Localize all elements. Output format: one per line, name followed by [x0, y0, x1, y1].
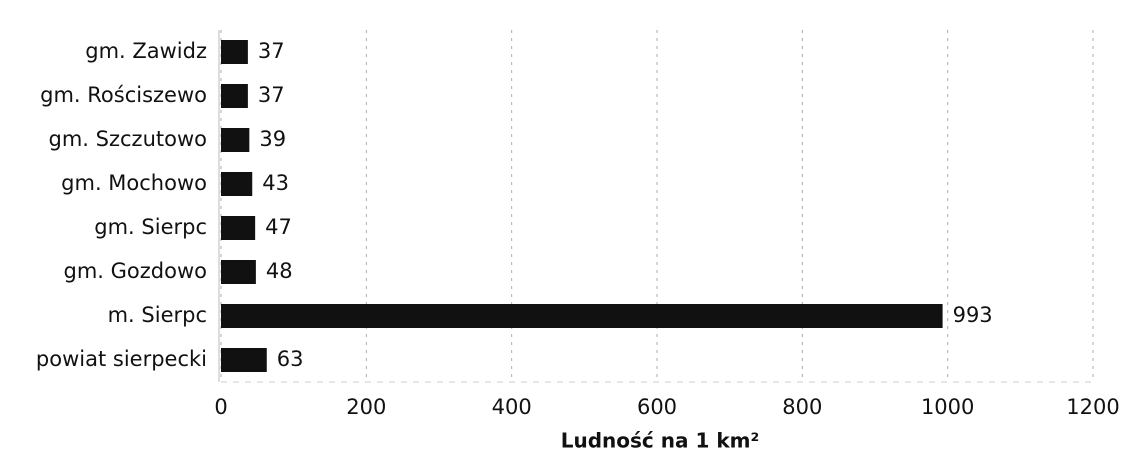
- bar: [221, 172, 253, 196]
- bar: [221, 260, 256, 284]
- data-label: 993: [953, 303, 993, 327]
- bar: [221, 348, 267, 372]
- data-label: 37: [258, 83, 285, 107]
- y-tick-label: m. Sierpc: [108, 303, 207, 327]
- data-label: 47: [265, 215, 292, 239]
- x-tick-label: 1000: [921, 395, 974, 419]
- y-tick-label: powiat sierpecki: [36, 347, 207, 371]
- data-label: 63: [277, 347, 304, 371]
- y-tick-label: gm. Rościszewo: [40, 83, 207, 107]
- data-label: 43: [262, 171, 289, 195]
- y-tick-label: gm. Sierpc: [94, 215, 207, 239]
- bar: [221, 40, 248, 64]
- data-label: 48: [266, 259, 293, 283]
- y-tick-label: gm. Mochowo: [61, 171, 207, 195]
- data-label: 39: [259, 127, 286, 151]
- bar: [221, 216, 256, 240]
- data-label: 37: [258, 39, 285, 63]
- bar: [221, 128, 250, 152]
- y-tick-label: gm. Szczutowo: [49, 127, 207, 151]
- x-tick-label: 800: [782, 395, 822, 419]
- bar: [221, 304, 943, 328]
- y-tick-label: gm. Gozdowo: [64, 259, 207, 283]
- x-tick-label: 0: [214, 395, 227, 419]
- x-tick-label: 1200: [1066, 395, 1119, 419]
- x-tick-label: 600: [637, 395, 677, 419]
- x-axis-title: Ludność na 1 km²: [561, 429, 759, 453]
- y-tick-label: gm. Zawidz: [85, 39, 207, 63]
- bar: [221, 84, 248, 108]
- x-tick-label: 200: [346, 395, 386, 419]
- x-tick-label: 400: [492, 395, 532, 419]
